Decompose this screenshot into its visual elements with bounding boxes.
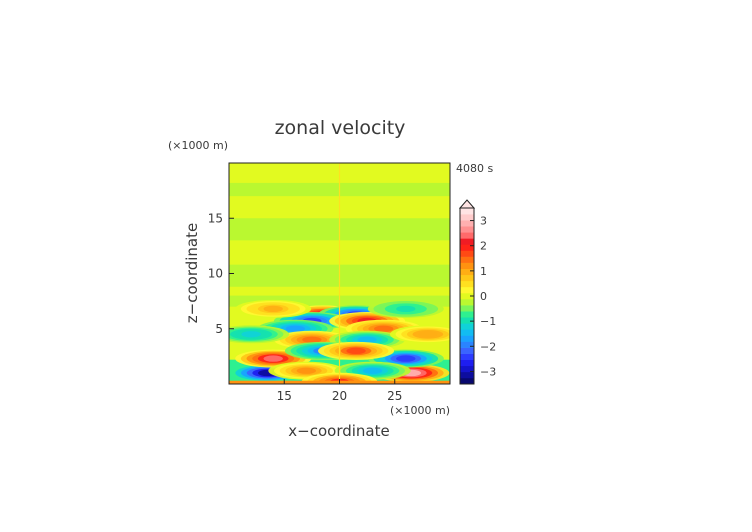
colorbar-swatch bbox=[460, 280, 474, 288]
colorbar-swatch bbox=[460, 238, 474, 245]
colorbar-swatch bbox=[460, 226, 474, 233]
field-contour bbox=[374, 325, 394, 332]
colorbar-swatch bbox=[460, 299, 474, 306]
colorbar-swatch bbox=[460, 244, 474, 251]
colorbar-swatch bbox=[460, 365, 474, 373]
y-unit-label: (×1000 m) bbox=[168, 139, 228, 152]
field-contour bbox=[396, 355, 416, 362]
colorbar-tick-label: −1 bbox=[480, 315, 496, 328]
colorbar-tick-label: 2 bbox=[480, 240, 487, 253]
colorbar-swatch bbox=[460, 262, 474, 269]
field-contour bbox=[296, 367, 317, 374]
colorbar-tick-label: 0 bbox=[480, 290, 487, 303]
y-tick-label: 5 bbox=[215, 322, 223, 336]
colorbar-swatch bbox=[460, 274, 474, 282]
y-axis-label: z−coordinate bbox=[183, 223, 201, 323]
colorbar-swatch bbox=[460, 377, 474, 385]
colorbar-swatch bbox=[460, 323, 474, 330]
colorbar-swatch bbox=[460, 311, 474, 318]
field-contour bbox=[263, 355, 283, 362]
colorbar-swatch bbox=[460, 305, 474, 312]
velocity-field bbox=[229, 163, 450, 384]
field-contour bbox=[396, 305, 416, 313]
x-tick-label: 20 bbox=[332, 389, 347, 403]
colorbar-tick-label: 1 bbox=[480, 265, 487, 278]
colorbar-swatch bbox=[460, 347, 474, 354]
colorbar: −3 −2 −1 0 1 2 3 bbox=[458, 199, 496, 385]
colorbar-swatch bbox=[460, 256, 474, 263]
field-contour bbox=[362, 367, 383, 374]
colorbar-swatch bbox=[460, 329, 474, 336]
colorbar-swatch bbox=[460, 341, 474, 348]
x-axis: 15 20 25 bbox=[277, 379, 402, 403]
field-contour bbox=[418, 331, 438, 338]
x-tick-label: 25 bbox=[387, 389, 402, 403]
colorbar-extend-arrow bbox=[458, 199, 476, 209]
field-contour bbox=[263, 305, 283, 313]
field-contour bbox=[346, 347, 366, 355]
field-contour bbox=[241, 331, 261, 338]
y-axis: 5 10 15 bbox=[208, 211, 234, 336]
colorbar-swatch bbox=[460, 286, 474, 294]
x-axis-label: x−coordinate bbox=[288, 422, 389, 440]
colorbar-swatch bbox=[460, 371, 474, 379]
colorbar-swatch bbox=[460, 208, 474, 215]
colorbar-swatch bbox=[460, 353, 474, 361]
chart-title: zonal velocity bbox=[275, 117, 406, 139]
colorbar-swatch bbox=[460, 317, 474, 324]
field-contour bbox=[302, 336, 322, 343]
colorbar-swatch bbox=[460, 214, 474, 221]
colorbar-swatch bbox=[460, 220, 474, 227]
field-contour bbox=[357, 336, 377, 343]
colorbar-swatch bbox=[460, 359, 474, 367]
colorbar-tick-label: −2 bbox=[480, 340, 496, 353]
x-unit-label: (×1000 m) bbox=[390, 404, 450, 417]
colorbar-swatch bbox=[460, 292, 474, 300]
colorbar-swatch bbox=[460, 268, 474, 276]
colorbar-swatch bbox=[460, 232, 474, 239]
field-contour bbox=[285, 325, 305, 332]
y-tick-label: 10 bbox=[208, 267, 223, 281]
time-label: 4080 s bbox=[456, 162, 493, 175]
y-tick-label: 15 bbox=[208, 211, 223, 225]
colorbar-swatch bbox=[460, 335, 474, 342]
colorbar-swatch bbox=[460, 250, 474, 257]
colorbar-tick-label: 3 bbox=[480, 215, 487, 228]
x-tick-label: 15 bbox=[277, 389, 292, 403]
colorbar-tick-label: −3 bbox=[480, 365, 496, 378]
